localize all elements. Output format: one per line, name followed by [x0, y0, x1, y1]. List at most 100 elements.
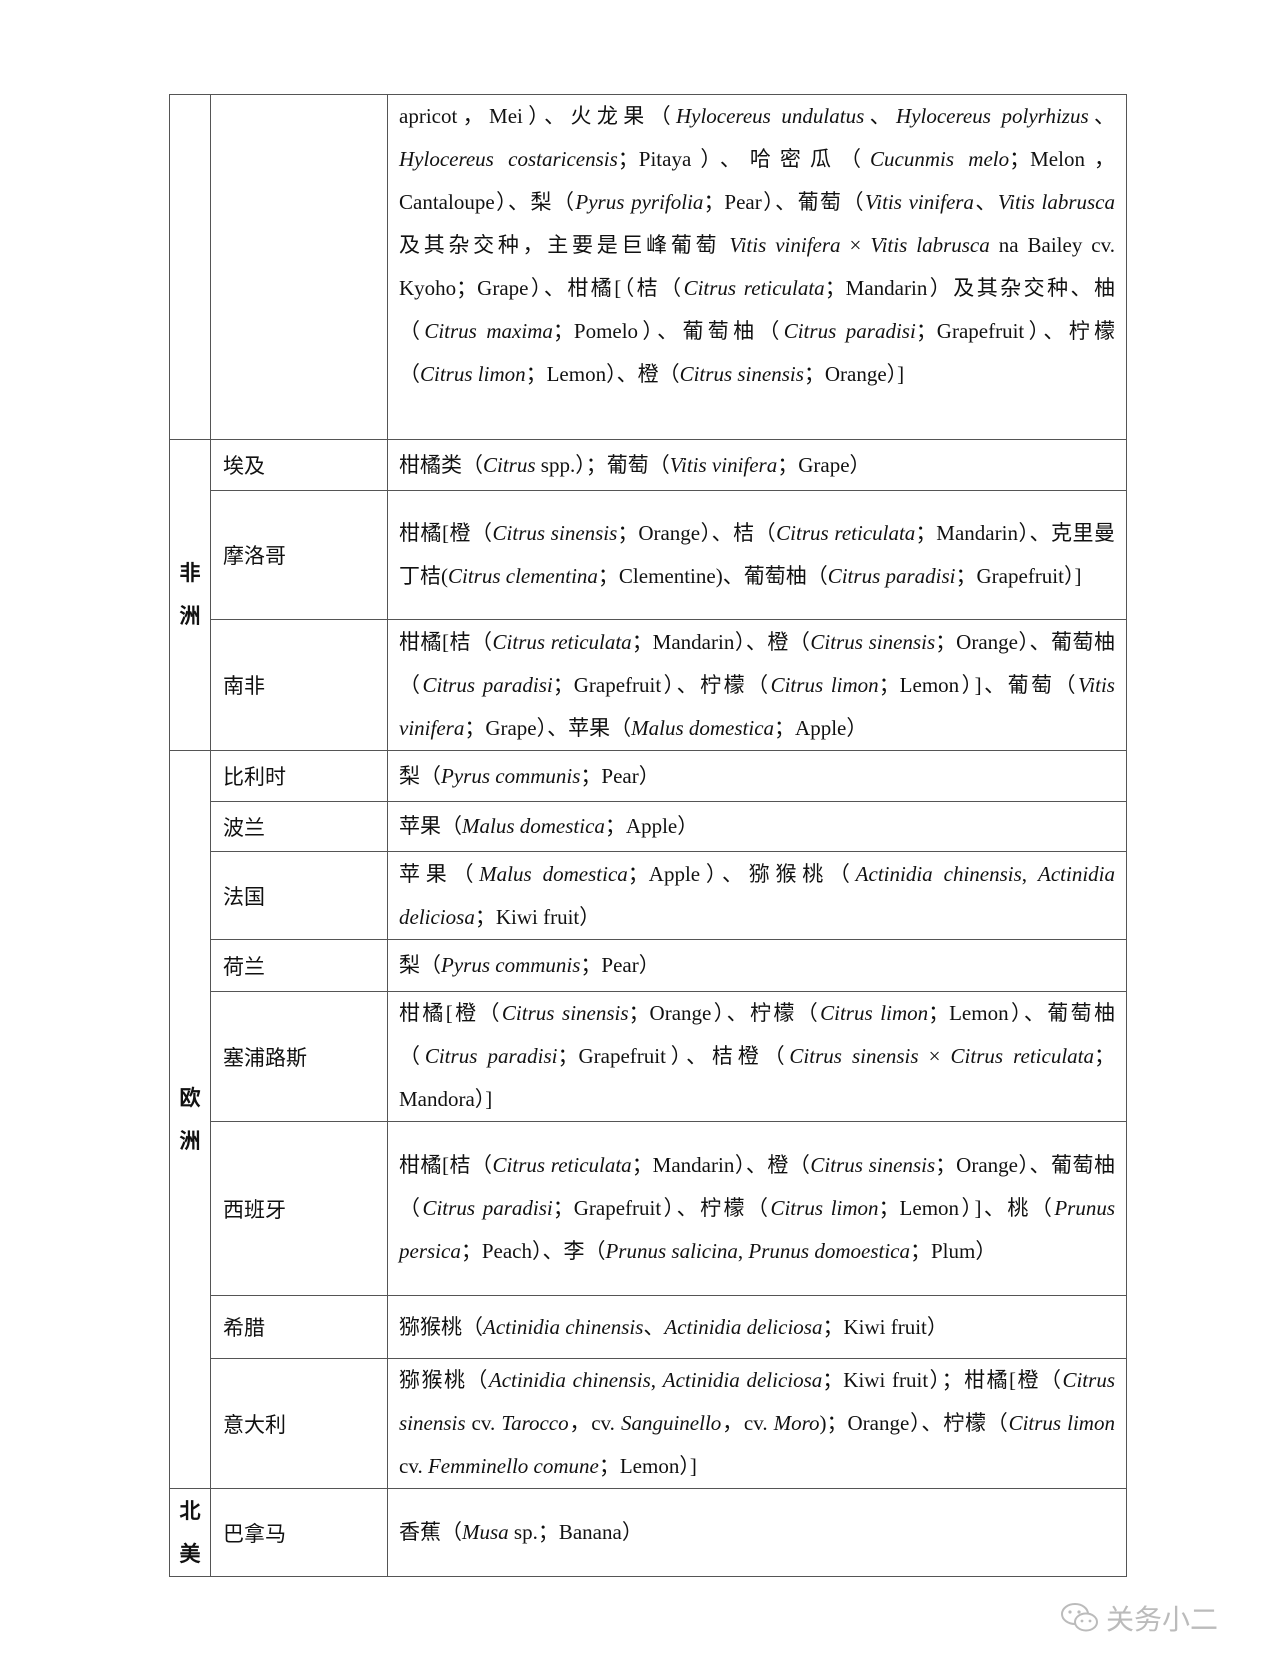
fruit-text: ；Plum） [909, 1239, 997, 1263]
country-cell: 波兰 [210, 801, 388, 852]
continent-cell [169, 94, 211, 440]
fruit-text: ；Grapefruit）、柠檬（ [552, 1196, 771, 1220]
scientific-name: Citrus limon [420, 362, 526, 386]
continent-char: 北 [179, 1498, 201, 1523]
scientific-name: Femminello comune [427, 1454, 599, 1478]
fruit-import-table: apricot，Mei）、火龙果（Hylocereus undulatus、Hy… [169, 94, 1127, 1577]
fruit-text: 梨（ [399, 953, 441, 977]
table-row: apricot，Mei）、火龙果（Hylocereus undulatus、Hy… [169, 94, 1127, 440]
country-cell: 摩洛哥 [210, 490, 388, 620]
fruit-text: cv. [399, 1454, 428, 1478]
fruit-list-cell: 柑橘[橙（Citrus sinensis；Orange）、桔（Citrus re… [387, 490, 1127, 620]
continent-char: 洲 [179, 604, 201, 628]
fruit-text: ；Lemon）、葡萄柚（ [399, 1001, 1115, 1068]
scientific-name: Citrus sinensis [492, 521, 618, 545]
table-row: 塞浦路斯 柑橘[橙（Citrus sinensis；Orange）、柠檬（Citr… [170, 991, 1127, 1122]
fruit-list-cell: 柑橘[桔（Citrus reticulata；Mandarin）、橙（Citru… [387, 1121, 1127, 1296]
fruit-text: ；Pear） [580, 763, 660, 788]
continent-cell: 北美 [169, 1488, 211, 1577]
fruit-text: ；Pitaya）、哈密瓜（ [617, 147, 871, 171]
fruit-list-cell: 柑橘[桔（Citrus reticulata；Mandarin）、橙（Citru… [387, 619, 1127, 751]
fruit-text: 香蕉（ [399, 1520, 462, 1544]
table-row: 法国 苹果（Malus domestica；Apple）、猕猴桃（Actinidi… [170, 851, 1127, 940]
scientific-name: Citrus sinensis [789, 1044, 919, 1068]
scientific-name: Citrus limon [770, 672, 879, 697]
scientific-name: Hylocereus costaricensis [399, 147, 618, 171]
scientific-name: Citrus sinensis [810, 1153, 936, 1177]
scientific-name: Citrus sinensis [810, 629, 936, 654]
fruit-list-cell: 梨（Pyrus communis；Pear） [387, 750, 1127, 802]
watermark: 关务小二 [1060, 1598, 1218, 1638]
country-cell: 比利时 [210, 750, 388, 802]
scientific-name: Actinidia chinensis [855, 861, 1022, 886]
continent-char: 美 [179, 1541, 201, 1566]
scientific-name: Citrus sinensis [501, 1001, 629, 1025]
continent-char: 欧 [179, 1085, 201, 1110]
fruit-text: 、 [643, 1314, 665, 1339]
scientific-name: Citrus reticulata [492, 629, 632, 654]
fruit-text: ；Orange）、葡萄柚（ [399, 1153, 1115, 1220]
table-row: 荷兰 梨（Pyrus communis；Pear） [170, 939, 1127, 992]
fruit-list-cell: apricot，Mei）、火龙果（Hylocereus undulatus、Hy… [387, 94, 1127, 440]
fruit-text: ；Grapefruit）、柠檬（ [552, 672, 771, 697]
scientific-name: Citrus paradisi [422, 672, 553, 697]
fruit-text: × [918, 1044, 951, 1068]
fruit-text: ；Clementine)、葡萄柚（ [597, 564, 828, 588]
fruit-text: ；Lemon）]、桃（ [878, 1196, 1055, 1220]
table-row: 摩洛哥 柑橘[橙（Citrus sinensis；Orange）、桔（Citrus… [170, 490, 1127, 620]
fruit-text: 、 [864, 104, 897, 128]
fruit-list-cell: 猕猴桃（Actinidia chinensis, Actinidia delic… [387, 1358, 1127, 1489]
fruit-list-cell: 柑橘[橙（Citrus sinensis；Orange）、柠檬（Citrus l… [387, 991, 1127, 1122]
fruit-text: ；Orange）] [803, 362, 905, 386]
scientific-name: Prunus salicina [605, 1239, 738, 1263]
scientific-name: Actinidia chinensis [483, 1314, 644, 1339]
fruit-text: ；Pomelo）、葡萄柚（ [552, 319, 784, 343]
scientific-name: Actinidia deliciosa [399, 861, 1116, 929]
country-cell: 希腊 [210, 1295, 388, 1359]
fruit-text: ；Pear） [580, 953, 660, 977]
scientific-name: Vitis vinifera [864, 190, 974, 214]
table-row: 波兰 苹果（Malus domestica；Apple） [170, 801, 1127, 852]
fruit-list-cell: 苹果（Malus domestica；Apple）、猕猴桃（Actinidia … [387, 851, 1127, 940]
scientific-name: Citrus reticulata [492, 1153, 632, 1177]
fruit-text: sp.；Banana） [508, 1520, 643, 1544]
fruit-text: ；Grape）、苹果（ [464, 715, 632, 740]
scientific-name: Malus domestica [462, 814, 605, 838]
fruit-text: na Bailey cv. Kyoho；Grape）、柑橘[（桔（ [399, 233, 1115, 300]
fruit-list-cell: 猕猴桃（Actinidia chinensis、Actinidia delici… [387, 1295, 1127, 1359]
scientific-name: Pyrus communis [441, 763, 581, 788]
table-row: 北美巴拿马 香蕉（Musa sp.；Banana） [169, 1488, 1127, 1577]
scientific-name: Sanguinello [620, 1411, 722, 1435]
fruit-text: ；Mandarin）、橙（ [631, 1153, 811, 1177]
scientific-name: Citrus reticulata [950, 1044, 1095, 1068]
country-cell: 西班牙 [210, 1121, 388, 1296]
fruit-text: ；Grape） [777, 452, 871, 477]
fruit-text: 猕猴桃（ [399, 1368, 489, 1392]
fruit-text: ；Orange）、桔（ [617, 521, 777, 545]
scientific-name: Prunus domoestica [748, 1239, 910, 1263]
fruit-text: , [1021, 861, 1039, 886]
continent-cell: 非洲 [169, 439, 211, 751]
fruit-text: × [840, 233, 871, 257]
fruit-text: 、 [973, 190, 998, 214]
fruit-text: apricot，Mei）、火龙果（ [399, 104, 676, 128]
scientific-name: Citrus paradisi [422, 1196, 553, 1220]
fruit-text: ；Kiwi fruit） [474, 904, 601, 929]
scientific-name: Pyrus communis [441, 953, 581, 977]
country-cell: 意大利 [210, 1358, 388, 1489]
fruit-list-cell: 柑橘类（Citrus spp.）；葡萄（Vitis vinifera；Grape… [387, 439, 1127, 491]
fruit-text: 梨（ [399, 763, 441, 788]
fruit-text: 及其杂交种，主要是巨峰葡萄 [399, 233, 730, 257]
scientific-name: Malus domestica [479, 861, 628, 886]
fruit-text: ；Orange）、柠檬（ [628, 1001, 821, 1025]
scientific-name: Vitis vinifera [669, 452, 778, 477]
watermark-text: 关务小二 [1106, 1603, 1219, 1636]
scientific-name: Citrus limon [1008, 1411, 1115, 1435]
fruit-text: ；Lemon）]、葡萄（ [878, 672, 1079, 697]
fruit-text: ；Peach）、李（ [460, 1239, 606, 1263]
scientific-name: Hylocereus polyrhizus [896, 104, 1089, 128]
fruit-text: spp.）；葡萄（ [535, 452, 670, 477]
scientific-name: Vitis vinifera [399, 672, 1115, 740]
continent-cell: 欧洲 [169, 750, 211, 1489]
fruit-text: ；Grapefruit）] [955, 564, 1082, 588]
